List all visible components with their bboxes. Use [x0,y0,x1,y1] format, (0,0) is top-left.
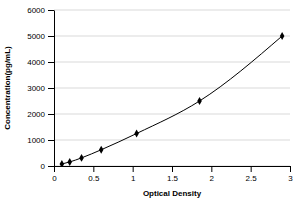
grid-line [54,88,290,89]
grid-line [54,114,290,115]
tick-mark [48,166,54,167]
x-axis-title: Optical Density [143,189,202,198]
tick-mark [48,114,54,115]
y-axis-title: Concentration(pg/mL) [3,46,12,130]
grid-line [54,62,290,63]
tick-mark [48,140,54,141]
tick-mark [211,166,212,172]
grid [54,10,290,166]
tick-label: 2 [210,174,215,183]
tick: 1.5 [167,166,179,183]
tick: 1000 [27,136,54,145]
tick-mark [48,62,54,63]
data-point [99,146,104,154]
tick-label: 1000 [27,136,45,145]
tick: 6000 [27,6,54,15]
data-point [197,97,202,105]
tick-mark [93,166,94,172]
grid-line [54,36,290,37]
tick-mark [48,36,54,37]
tick-label: 4000 [27,58,45,67]
y-axis: 0 1000 2000 3000 4000 5000 6000 [27,6,54,171]
data-point [134,130,139,138]
tick: 1 [131,166,136,183]
data-point [79,154,84,162]
series-line [62,36,282,164]
tick-mark [48,88,54,89]
tick: 2 [210,166,215,183]
data-layer [60,32,285,166]
tick-mark [133,166,134,172]
tick: 2000 [27,110,54,119]
tick-label: 0 [41,162,46,171]
tick-label: 2000 [27,110,45,119]
data-point [67,158,72,166]
tick-label: 0.5 [88,174,100,183]
tick: 3000 [27,84,54,93]
chart-container: 0 0.5 1 1.5 2 2.5 3 0 1000 2000 3000 4000 5000 6000 Op… [0,0,300,200]
tick: 0.5 [88,166,100,183]
tick-mark [54,166,55,172]
tick-mark [172,166,173,172]
tick-label: 3 [288,174,293,183]
grid-line [54,140,290,141]
x-axis: 0 0.5 1 1.5 2 2.5 3 [52,166,293,183]
tick-label: 1 [131,174,136,183]
plot: 0 0.5 1 1.5 2 2.5 3 0 1000 2000 3000 4000 5000 6000 [27,6,293,183]
tick-mark [290,166,291,172]
tick: 2.5 [246,166,258,183]
tick-mark [48,10,54,11]
chart-svg: 0 0.5 1 1.5 2 2.5 3 0 1000 2000 3000 4000 5000 6000 Op… [0,0,300,200]
tick-label: 3000 [27,84,45,93]
tick: 3 [288,166,293,183]
tick: 0 [52,166,57,183]
tick-label: 2.5 [246,174,258,183]
data-point [280,32,285,40]
data-point [60,160,65,166]
axis-line [54,11,55,167]
tick-label: 6000 [27,6,45,15]
grid-line [54,10,290,11]
tick: 4000 [27,58,54,67]
tick-label: 5000 [27,32,45,41]
tick: 0 [41,162,54,171]
tick-label: 0 [52,174,57,183]
tick-mark [251,166,252,172]
tick: 5000 [27,32,54,41]
tick-label: 1.5 [167,174,179,183]
